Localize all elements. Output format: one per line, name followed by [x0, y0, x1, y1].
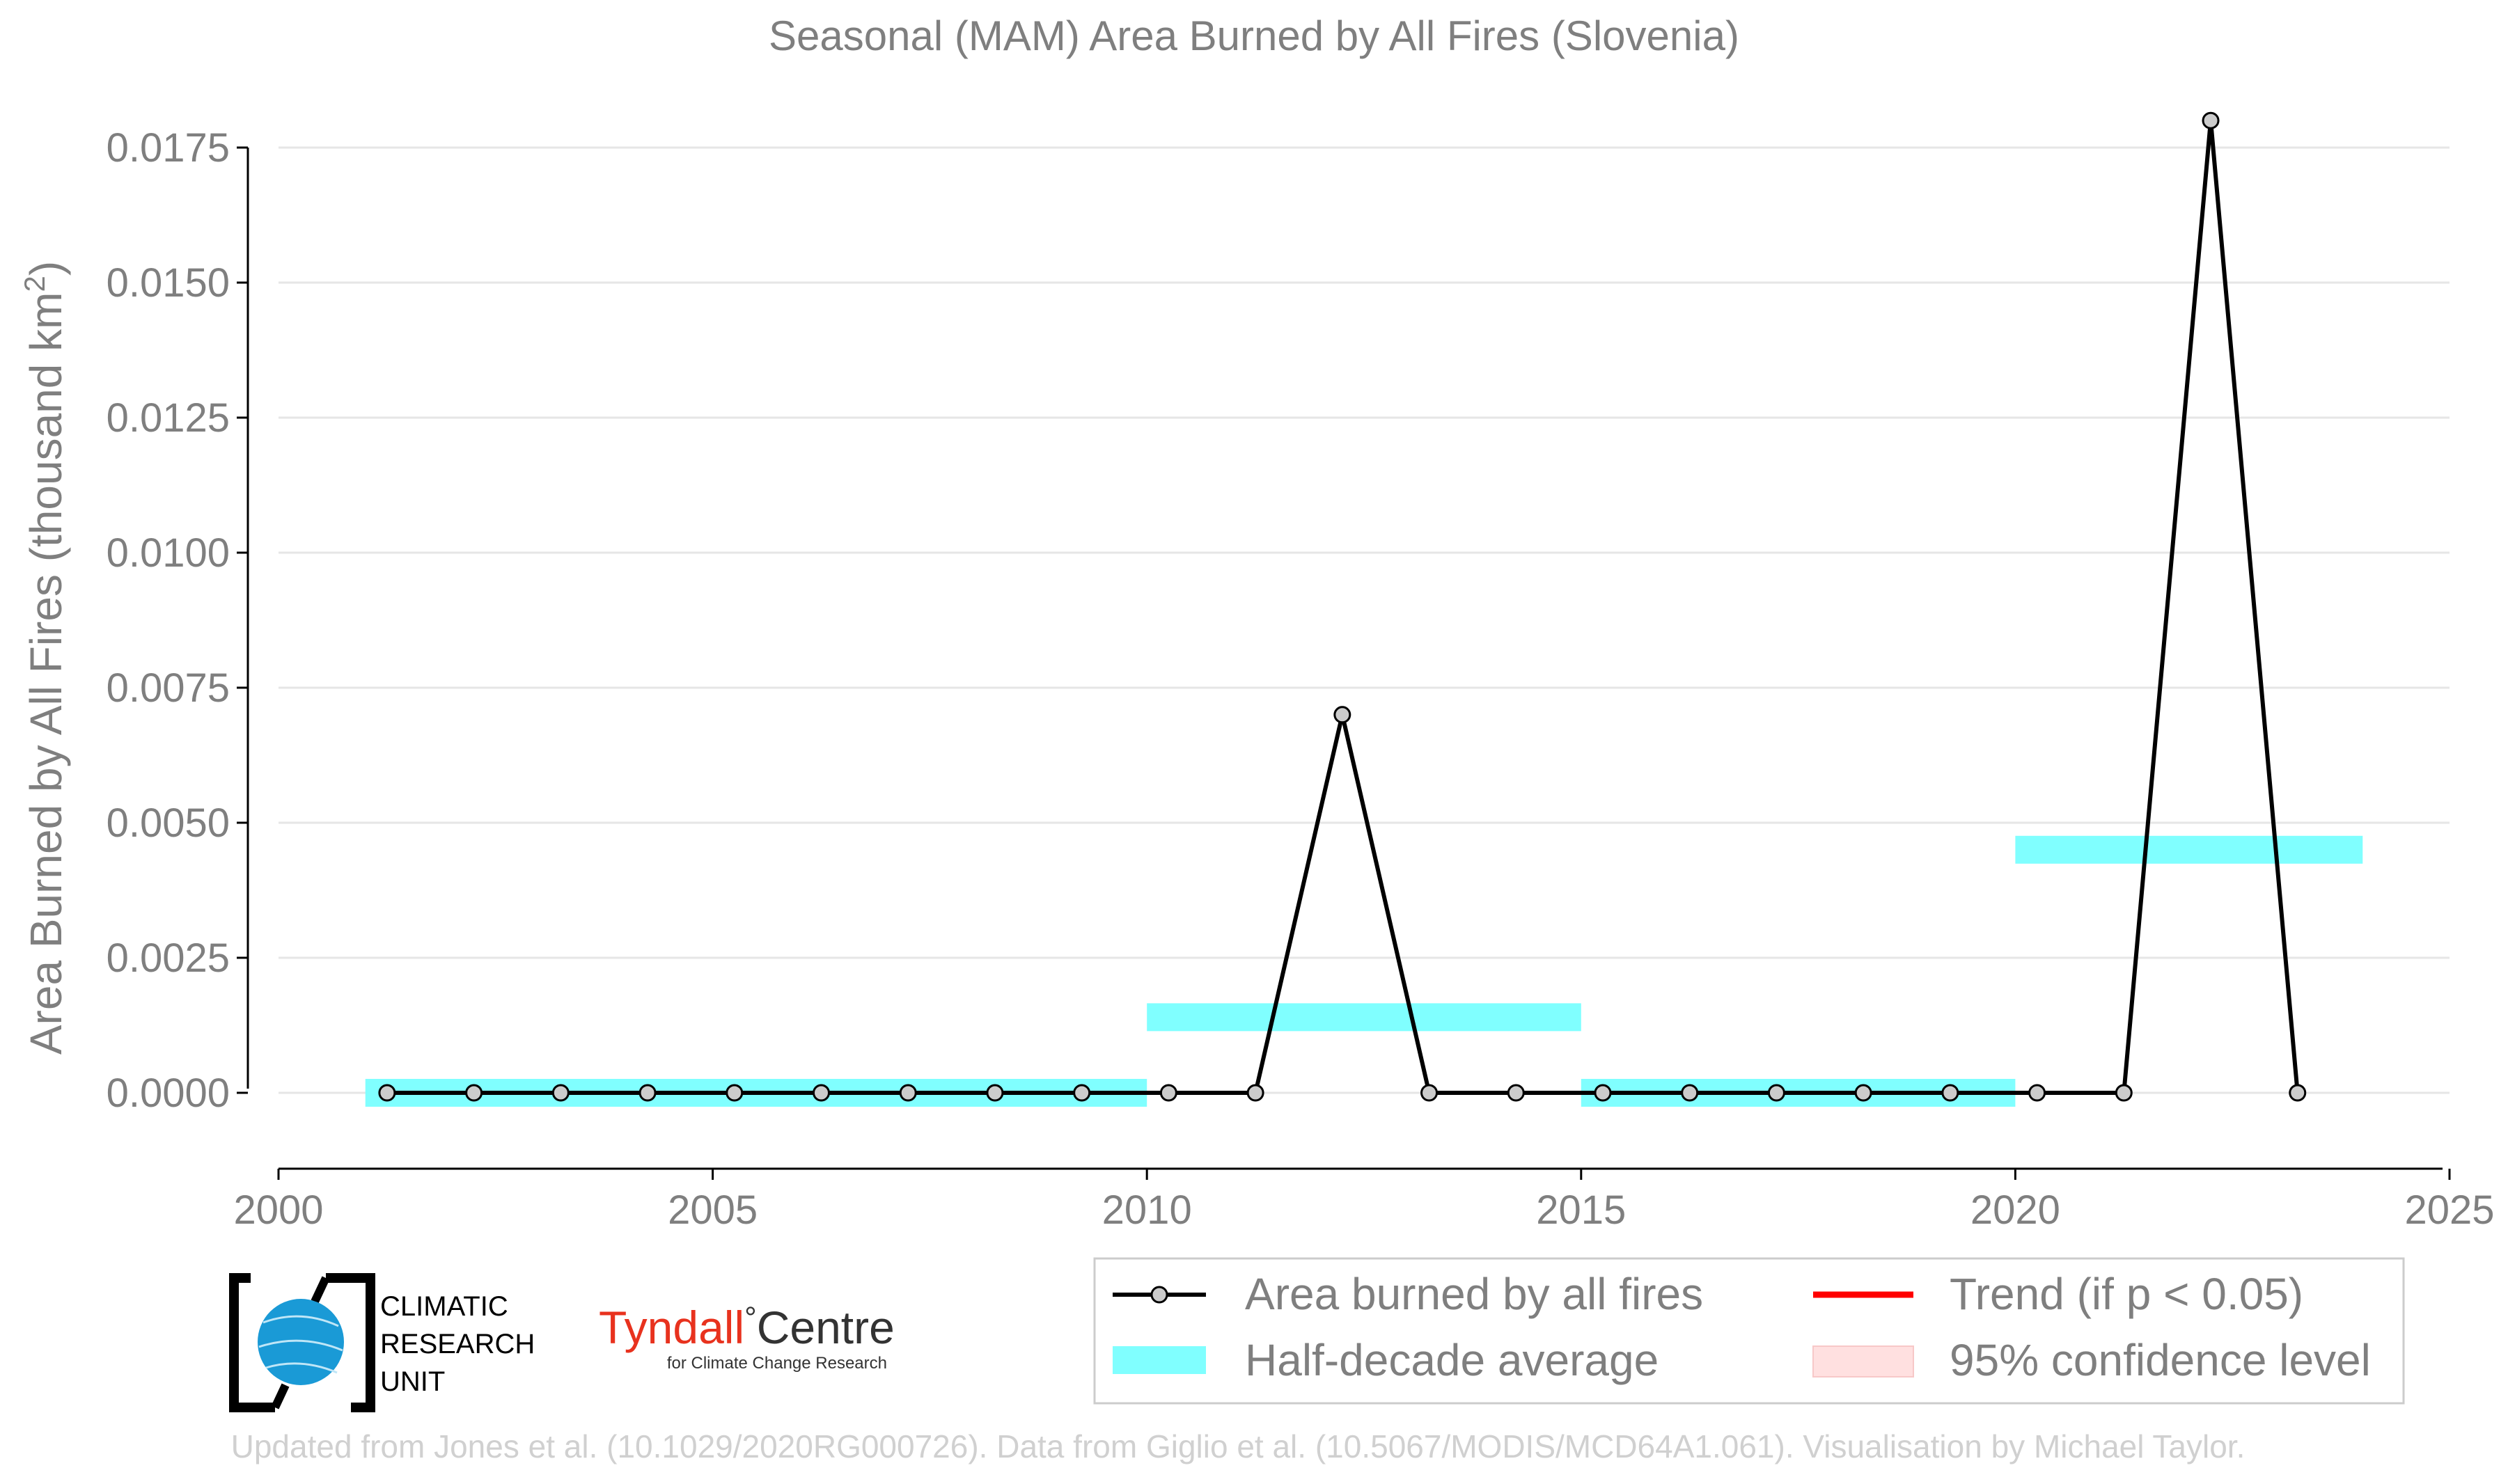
data-point	[1420, 1084, 1439, 1102]
legend-line-marker	[1150, 1286, 1168, 1304]
cru-bracket-slash	[271, 1276, 330, 1410]
cru-text-line2: RESEARCH	[380, 1329, 535, 1359]
y-tick-label: 0.0025	[107, 936, 230, 981]
x-tick-label: 2025	[2404, 1187, 2494, 1233]
legend: Area burned by all fires Half-decade ave…	[1093, 1257, 2405, 1405]
legend-label-ci: 95% confidence level	[1950, 1335, 2371, 1385]
data-point	[2028, 1084, 2046, 1102]
x-tick-label: 2020	[1970, 1187, 2060, 1233]
cru-bracket-right	[326, 1273, 375, 1412]
x-tick-label: 2000	[233, 1187, 323, 1233]
data-point	[1681, 1084, 1699, 1102]
axes	[246, 148, 2443, 1170]
data-point	[1941, 1084, 1959, 1102]
data-point	[551, 1084, 570, 1102]
cru-logo: CLIMATIC RESEARCH UNIT	[229, 1273, 535, 1412]
y-tick-labels: 0.0000 0.0025 0.0050 0.0075 0.0100 0.0125 0.01…	[107, 125, 248, 1116]
legend-label-band: Half-decade average	[1245, 1335, 1659, 1385]
tyndall-wordmark: Tyndall°Centre	[599, 1301, 895, 1353]
data-point	[1507, 1084, 1525, 1102]
data-point	[638, 1084, 657, 1102]
data-point	[1767, 1084, 1785, 1102]
legend-band-swatch	[1113, 1346, 1206, 1374]
data-point	[986, 1084, 1004, 1102]
half-decade-average-bar	[2015, 835, 2363, 864]
legend-label-line: Area burned by all fires	[1245, 1269, 1703, 1319]
data-point	[378, 1084, 396, 1102]
half-decade-average-bar	[1147, 1003, 1581, 1032]
globe-icon	[258, 1299, 344, 1385]
y-tick-label: 0.0150	[107, 260, 230, 306]
data-point	[2202, 111, 2220, 129]
area-burned-series	[378, 111, 2307, 1102]
data-point	[726, 1084, 744, 1102]
data-point	[1333, 706, 1351, 724]
data-point	[1246, 1084, 1264, 1102]
cru-text-line3: UNIT	[380, 1366, 445, 1397]
tyndall-subtitle: for Climate Change Research	[667, 1354, 887, 1373]
globe-contours	[258, 1315, 343, 1374]
data-point	[1159, 1084, 1177, 1102]
y-tick-label: 0.0050	[107, 800, 230, 846]
data-point	[2115, 1084, 2133, 1102]
cru-text-line1: CLIMATIC	[380, 1291, 508, 1322]
data-point	[2289, 1084, 2307, 1102]
y-tick-label: 0.0000	[107, 1071, 230, 1116]
y-tick-label: 0.0100	[107, 530, 230, 576]
data-point	[1594, 1084, 1612, 1102]
data-point	[1073, 1084, 1091, 1102]
x-tick-labels: 2000 2005 2010 2015 2020 2025	[233, 1169, 2495, 1233]
y-tick-label: 0.0125	[107, 395, 230, 441]
y-axis-label: Area Burned by All Fires (thousand km2)	[18, 261, 71, 1055]
x-tick-label: 2010	[1102, 1187, 1192, 1233]
footer-credit: Updated from Jones et al. (10.1029/2020R…	[231, 1428, 2246, 1465]
legend-ci-swatch	[1812, 1345, 1914, 1378]
cru-bracket-left	[229, 1273, 275, 1412]
y-tick-label: 0.0175	[107, 125, 230, 171]
chart-title: Seasonal (MAM) Area Burned by All Fires …	[769, 13, 1739, 59]
x-tick-label: 2005	[668, 1187, 758, 1233]
data-point	[465, 1084, 483, 1102]
tyndall-logo: Tyndall°Centre for Climate Change Resear…	[599, 1301, 895, 1373]
data-point	[813, 1084, 830, 1102]
x-tick-label: 2015	[1536, 1187, 1626, 1233]
data-point	[899, 1084, 917, 1102]
legend-box	[1093, 1257, 2405, 1405]
legend-label-trend: Trend (if p < 0.05)	[1950, 1269, 2303, 1319]
data-point	[1854, 1084, 1872, 1102]
y-tick-label: 0.0075	[107, 665, 230, 711]
